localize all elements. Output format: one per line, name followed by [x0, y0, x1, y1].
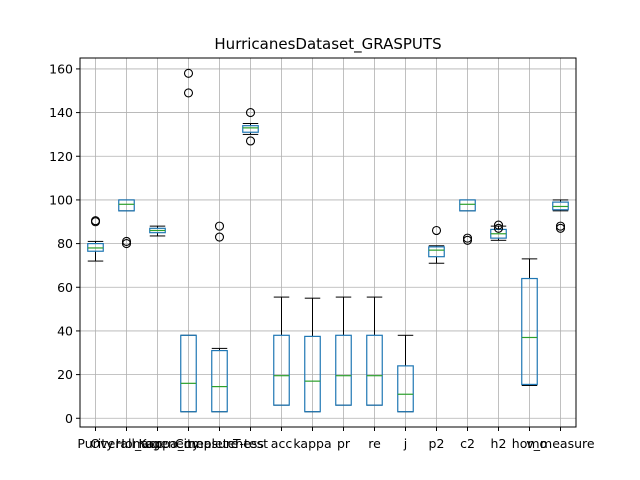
box-group-Completeness	[211, 221, 228, 413]
iqr-box	[335, 334, 352, 406]
y-tick-label: 140	[49, 105, 73, 120]
outlier-point	[555, 223, 566, 233]
outlier-point	[214, 232, 225, 242]
y-tick-label: 160	[49, 61, 73, 76]
x-tick-label: v_measure	[526, 436, 594, 451]
plot-frame	[79, 57, 577, 428]
y-tick-label: 80	[57, 236, 73, 251]
x-axis-ticks: PurityOverall_accHomogeneityKappa_measur…	[77, 427, 595, 451]
x-tick-label: acc	[271, 436, 293, 451]
iqr-box	[428, 246, 445, 258]
x-tick-label: Purity	[77, 436, 114, 451]
outlier-point	[493, 220, 504, 230]
x-tick-label: homo	[512, 436, 547, 451]
x-tick-label: Kappa_measure	[139, 436, 239, 451]
box-series	[87, 68, 569, 413]
box-group-Kappa_measure	[180, 68, 197, 413]
iqr-box	[273, 334, 290, 406]
outlier-point	[121, 239, 132, 249]
iqr-box	[304, 335, 321, 413]
outlier-point	[245, 108, 256, 118]
outlier-point	[462, 235, 473, 245]
y-tick-label: 60	[57, 280, 73, 295]
outlier-point	[462, 233, 473, 243]
iqr-box	[459, 199, 476, 212]
iqr-box	[242, 125, 259, 133]
box-group-v_measure	[552, 199, 569, 233]
outlier-point	[493, 223, 504, 233]
y-tick-label: 100	[49, 192, 73, 207]
box-group-homo	[521, 258, 538, 387]
outlier-point	[183, 88, 194, 98]
outlier-point	[431, 225, 442, 236]
x-tick-label: pr	[337, 436, 351, 451]
y-tick-label: 0	[65, 411, 73, 426]
box-group-acc	[273, 296, 290, 406]
x-tick-label: Overall_acc	[90, 436, 162, 451]
iqr-box	[397, 365, 414, 413]
x-tick-label: h2	[491, 436, 507, 451]
box-group-Homogeneity	[149, 225, 166, 237]
x-tick-label: Completeness	[175, 436, 264, 451]
y-tick-label: 120	[49, 149, 73, 164]
x-tick-label: re	[368, 436, 381, 451]
outlier-point	[121, 236, 132, 246]
grid-lines	[80, 58, 576, 427]
outlier-point	[90, 216, 101, 226]
x-tick-label: j	[403, 436, 407, 451]
box-group-h2	[490, 220, 507, 241]
iqr-box	[366, 334, 383, 406]
x-tick-label: c2	[460, 436, 475, 451]
box-group-T-test	[242, 108, 259, 146]
iqr-box	[521, 277, 538, 386]
y-tick-label: 40	[57, 323, 73, 338]
iqr-box	[118, 199, 135, 212]
box-group-kappa	[304, 297, 321, 413]
iqr-box	[180, 334, 197, 413]
x-tick-label: T-test	[232, 436, 268, 451]
x-tick-label: Homogeneity	[116, 436, 200, 451]
outlier-point	[183, 68, 194, 78]
box-group-pr	[335, 296, 352, 406]
outlier-point	[245, 136, 256, 146]
outlier-point	[555, 221, 566, 231]
box-group-Overall_acc	[118, 199, 135, 249]
iqr-box	[211, 349, 228, 413]
box-group-j	[397, 334, 414, 413]
box-group-c2	[459, 199, 476, 245]
outlier-point	[214, 221, 225, 231]
chart-title: HurricanesDataset_GRASPUTS	[214, 35, 441, 54]
box-group-p2	[428, 225, 445, 264]
x-tick-label: p2	[429, 436, 445, 451]
y-axis-ticks: 0 20 40 60 80 100 120 140 160	[49, 61, 80, 426]
y-tick-label: 20	[57, 367, 73, 382]
box-group-Purity	[87, 216, 104, 262]
box-group-re	[366, 296, 383, 406]
x-tick-label: kappa	[293, 436, 331, 451]
